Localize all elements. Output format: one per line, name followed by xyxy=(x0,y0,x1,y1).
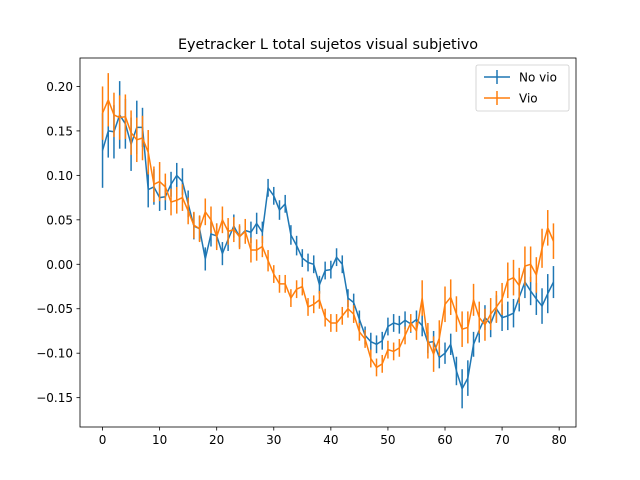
y-tick-label: −0.15 xyxy=(36,391,73,405)
x-tick-label: 30 xyxy=(266,433,281,447)
x-tick-label: 60 xyxy=(437,433,452,447)
axes: 0 10 20 30 40 50 60 70 80 −0.15 −0.10 −0.05 0.00 0.05… xyxy=(36,57,577,447)
axes-frame xyxy=(79,57,577,428)
legend: No vio Vio xyxy=(475,64,570,112)
series-1 xyxy=(101,73,555,377)
series-line xyxy=(101,114,555,390)
y-tick-label: −0.10 xyxy=(36,347,73,361)
plot-area xyxy=(101,73,555,409)
x-tick-label: 10 xyxy=(152,433,167,447)
x-tick-label: 20 xyxy=(209,433,224,447)
chart-title: Eyetracker L total sujetos visual subjet… xyxy=(178,37,478,53)
y-tick-label: 0.00 xyxy=(46,258,73,272)
y-tick-label: −0.05 xyxy=(36,302,73,316)
x-tick-label: 0 xyxy=(99,433,107,447)
series-0 xyxy=(101,81,555,409)
x-tick-label: 40 xyxy=(323,433,338,447)
y-tick-label: 0.05 xyxy=(46,213,73,227)
y-tick-label: 0.10 xyxy=(46,169,73,183)
x-tick-label: 80 xyxy=(552,433,567,447)
x-tick-label: 70 xyxy=(494,433,509,447)
series-line xyxy=(101,99,555,369)
legend-label: No vio xyxy=(519,71,557,85)
x-tick-label: 50 xyxy=(380,433,395,447)
y-tick-label: 0.20 xyxy=(46,80,73,94)
legend-label: Vio xyxy=(519,92,538,106)
y-tick-label: 0.15 xyxy=(46,124,73,138)
